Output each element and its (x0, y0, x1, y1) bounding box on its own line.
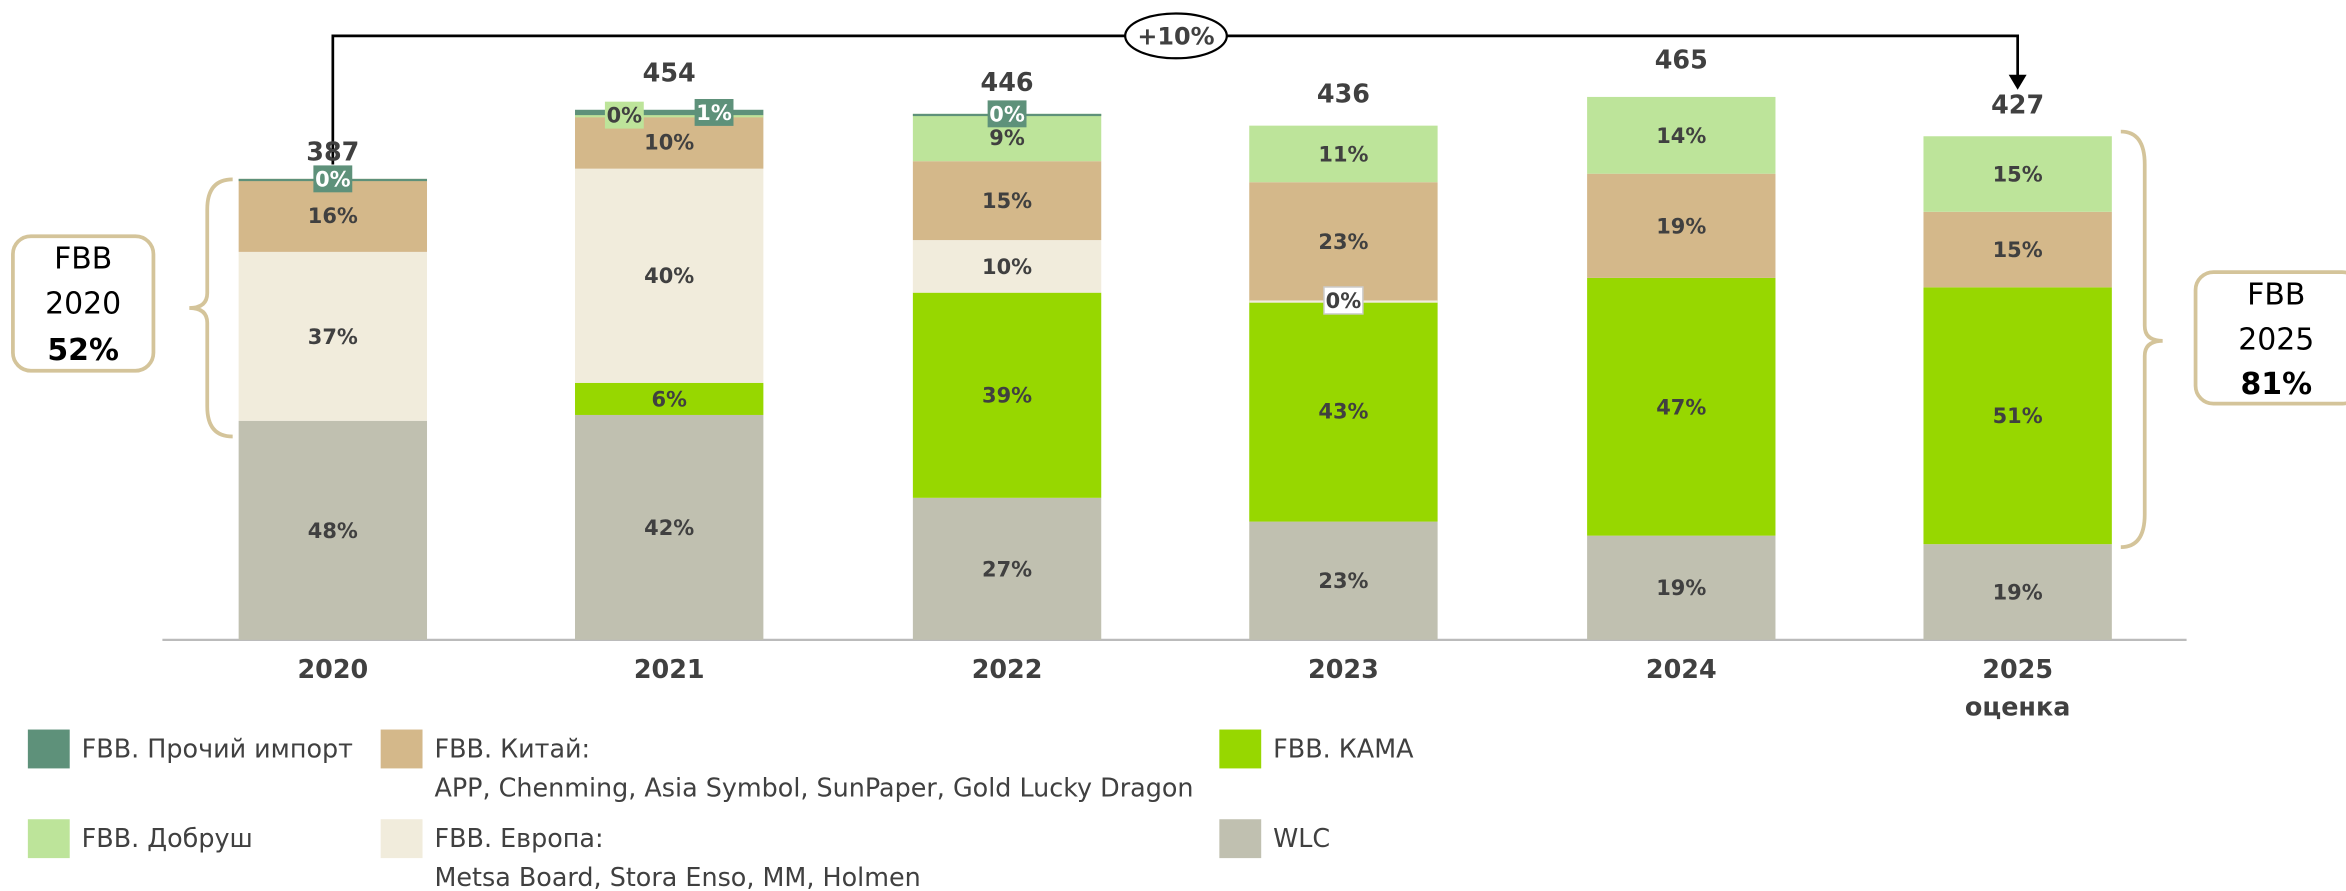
segment-label: 9% (989, 126, 1025, 150)
annotation-text: 2025 (2238, 322, 2314, 357)
arrow-head (2008, 74, 2027, 90)
bar-segment (575, 115, 764, 118)
label-box (987, 100, 1027, 128)
bar-segment (1249, 182, 1438, 301)
bar-segment (1587, 96, 1776, 174)
total-label: 465 (1655, 45, 1708, 75)
segment-label: 0% (989, 102, 1025, 126)
total-label: 446 (981, 67, 1034, 97)
segment-label: 0% (315, 167, 351, 191)
total-label: 427 (1991, 89, 2044, 119)
segment-label: 23% (1318, 569, 1368, 593)
x-tick-label: 2022 (972, 654, 1043, 684)
segment-label: 6% (651, 387, 687, 411)
legend-label: FBB. Китай: (434, 733, 590, 763)
growth-ellipse (1124, 12, 1228, 60)
legend-swatch (380, 819, 423, 859)
brace (2120, 129, 2163, 550)
bar-segment (912, 497, 1102, 640)
x-tick-label: 2024 (1646, 654, 1717, 684)
bar-segment (1923, 136, 2112, 212)
legend-note: APP, Chenming, Asia Symbol, SunPaper, Go… (434, 772, 1193, 802)
segment-label: 37% (308, 325, 358, 349)
x-sublabel: оценка (1965, 692, 2070, 722)
legend-note: Metsa Board, Stora Enso, MM, Holmen (434, 862, 920, 891)
annotation-box (2193, 270, 2346, 406)
bar-segment (912, 292, 1102, 498)
bar-segment (1923, 544, 2112, 640)
annotation-text: FBB (2247, 278, 2305, 313)
total-label: 436 (1317, 79, 1370, 109)
legend-label: FBB. Прочий импорт (82, 733, 353, 763)
bar-segment (912, 161, 1102, 241)
segment-label: 42% (644, 516, 694, 540)
annotation-text: 81% (2241, 367, 2313, 402)
bar-segment (1923, 211, 2112, 288)
legend-label: FBB. Добруш (82, 823, 253, 853)
bar-segment (1249, 125, 1438, 183)
x-tick-label: 2020 (297, 654, 368, 684)
bar-segment (1587, 535, 1776, 640)
annotation-text: 2020 (45, 286, 121, 321)
segment-label: 19% (1993, 580, 2043, 604)
bar-segment (238, 420, 428, 640)
legend-swatch (27, 729, 70, 769)
segment-label: 15% (982, 189, 1032, 213)
segment-label: 10% (644, 130, 694, 154)
annotation-text: FBB (54, 242, 112, 277)
x-tick-label: 2023 (1308, 654, 1379, 684)
segment-label: 48% (308, 519, 358, 543)
bar-segment (575, 109, 764, 116)
bar-segment (575, 168, 764, 383)
bar-segment (1249, 300, 1438, 522)
segment-label: 19% (1656, 576, 1706, 600)
segment-label: 51% (1993, 404, 2043, 428)
x-tick-label: 2025 (1982, 654, 2053, 684)
segment-label: 15% (1993, 238, 2043, 262)
label-box (1323, 286, 1364, 315)
legend-swatch (1219, 819, 1262, 859)
segment-label: 1% (696, 101, 732, 125)
bar-segment (1923, 287, 2112, 545)
legend-label: FBB. КАМА (1273, 733, 1414, 763)
bar-segment (575, 382, 764, 415)
segment-label: 14% (1656, 124, 1706, 148)
segment-label: 0% (1326, 289, 1362, 313)
total-label: 387 (306, 137, 359, 167)
bar-segment (1249, 521, 1438, 640)
segment-label: 27% (982, 557, 1032, 581)
legend-label: FBB. Европа: (434, 823, 603, 853)
x-tick-label: 2021 (634, 654, 705, 684)
annotation-box (11, 234, 156, 373)
legend-swatch (1219, 729, 1262, 769)
segment-label: 15% (1993, 163, 2043, 187)
bar-segment (575, 414, 764, 640)
total-label: 454 (643, 58, 696, 88)
segment-label: 39% (982, 384, 1032, 408)
segment-label: 47% (1656, 395, 1706, 419)
annotation-text: 52% (47, 333, 119, 368)
legend-label: WLC (1273, 823, 1330, 853)
segment-label: 40% (644, 264, 694, 288)
bar-segment (238, 251, 428, 421)
segment-label: 43% (1318, 400, 1368, 424)
bar-segment (1587, 173, 1776, 278)
label-box (694, 98, 734, 126)
growth-label: +10% (1137, 22, 1214, 50)
bar-segment (912, 240, 1102, 293)
segment-label: 23% (1318, 230, 1368, 254)
legend-swatch (380, 729, 423, 769)
label-box (313, 165, 353, 193)
segment-label: 16% (308, 204, 358, 228)
segment-label: 0% (607, 104, 643, 128)
segment-label: 19% (1656, 214, 1706, 238)
legend-swatch (27, 819, 70, 859)
label-box (604, 101, 644, 129)
brace (189, 177, 233, 439)
segment-label: 10% (982, 255, 1032, 279)
bar-segment (1587, 277, 1776, 536)
segment-label: 11% (1318, 142, 1368, 166)
